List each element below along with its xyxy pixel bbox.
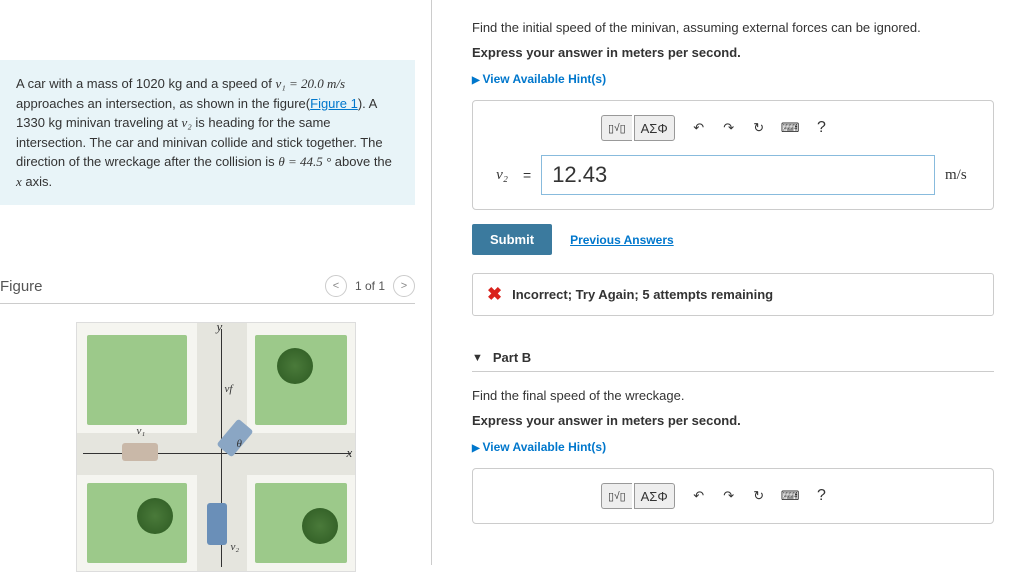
part-a-instruction: Express your answer in meters per second… bbox=[472, 45, 994, 60]
figure-diagram: y x v₁ v₂ θ vf bbox=[76, 322, 356, 572]
part-a-question: Find the initial speed of the minivan, a… bbox=[472, 20, 994, 35]
part-a-answer-box: ▯√▯ ΑΣΦ ↶ ↷ ↻ ⌨ ? v₂ = m/s bbox=[472, 100, 994, 210]
templates-button[interactable]: ▯√▯ bbox=[601, 483, 632, 509]
part-b-hints-link[interactable]: View Available Hint(s) bbox=[472, 440, 994, 454]
redo-button[interactable]: ↷ bbox=[715, 483, 743, 509]
help-button[interactable]: ? bbox=[807, 483, 835, 509]
reset-button[interactable]: ↻ bbox=[745, 115, 773, 141]
redo-button[interactable]: ↷ bbox=[715, 115, 743, 141]
figure-link[interactable]: Figure 1 bbox=[310, 96, 358, 111]
greek-button[interactable]: ΑΣΦ bbox=[634, 483, 675, 509]
part-b-instruction: Express your answer in meters per second… bbox=[472, 413, 994, 428]
part-a-hints-link[interactable]: View Available Hint(s) bbox=[472, 72, 994, 86]
undo-button[interactable]: ↶ bbox=[685, 483, 713, 509]
greek-button[interactable]: ΑΣΦ bbox=[634, 115, 675, 141]
part-b-answer-box: ▯√▯ ΑΣΦ ↶ ↷ ↻ ⌨ ? bbox=[472, 468, 994, 524]
figure-prev-button[interactable]: < bbox=[325, 275, 347, 297]
answer-unit: m/s bbox=[945, 167, 975, 184]
help-button[interactable]: ? bbox=[807, 115, 835, 141]
caret-down-icon: ▼ bbox=[472, 352, 483, 364]
part-b-question: Find the final speed of the wreckage. bbox=[472, 388, 994, 403]
undo-button[interactable]: ↶ bbox=[685, 115, 713, 141]
templates-button[interactable]: ▯√▯ bbox=[601, 115, 632, 141]
feedback-box: ✖ Incorrect; Try Again; 5 attempts remai… bbox=[472, 273, 994, 316]
answer-input[interactable] bbox=[541, 155, 935, 195]
v2-symbol: v₂ bbox=[181, 115, 191, 130]
incorrect-icon: ✖ bbox=[487, 284, 502, 305]
part-b-toolbar: ▯√▯ ΑΣΦ ↶ ↷ ↻ ⌨ ? bbox=[601, 483, 975, 509]
problem-text: A car with a mass of 1020 kg and a speed… bbox=[16, 76, 275, 91]
v1-symbol: v₁ = 20.0 m/s bbox=[275, 76, 345, 91]
equals-sign: = bbox=[523, 167, 531, 183]
keyboard-button[interactable]: ⌨ bbox=[775, 483, 806, 509]
feedback-text: Incorrect; Try Again; 5 attempts remaini… bbox=[512, 287, 773, 302]
figure-title: Figure bbox=[0, 278, 43, 295]
figure-next-button[interactable]: > bbox=[393, 275, 415, 297]
figure-page-indicator: 1 of 1 bbox=[355, 279, 385, 293]
problem-statement: A car with a mass of 1020 kg and a speed… bbox=[0, 60, 415, 205]
reset-button[interactable]: ↻ bbox=[745, 483, 773, 509]
part-a-toolbar: ▯√▯ ΑΣΦ ↶ ↷ ↻ ⌨ ? bbox=[601, 115, 975, 141]
previous-answers-link[interactable]: Previous Answers bbox=[570, 233, 674, 247]
answer-variable: v₂ bbox=[491, 167, 513, 184]
submit-button[interactable]: Submit bbox=[472, 224, 552, 255]
part-b-title: Part B bbox=[493, 350, 531, 365]
theta-symbol: θ = 44.5 ° bbox=[278, 154, 331, 169]
keyboard-button[interactable]: ⌨ bbox=[775, 115, 806, 141]
part-b-header[interactable]: ▼ Part B bbox=[472, 344, 994, 372]
